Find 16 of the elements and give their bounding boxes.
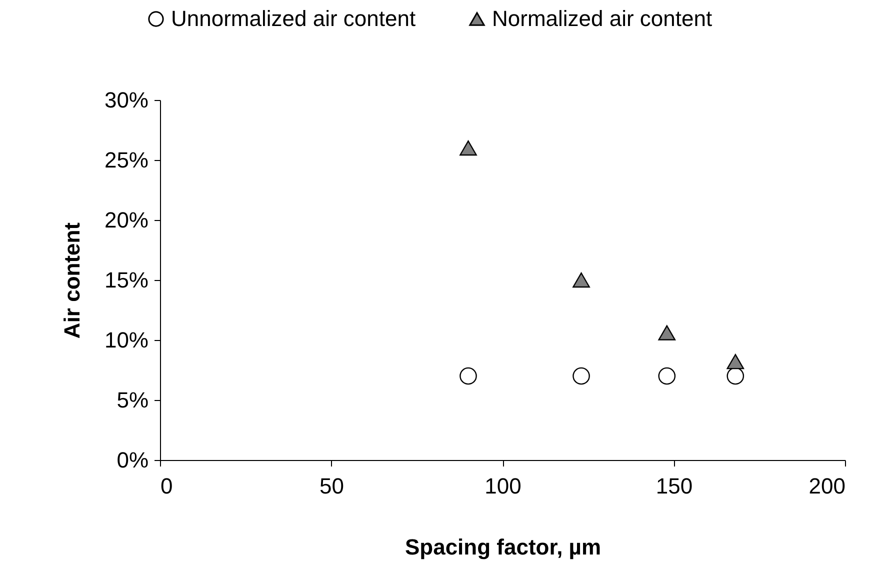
y-tick-label: 30% [104,88,148,112]
y-tick-label: 5% [116,388,148,412]
x-tick-label: 150 [656,474,693,498]
x-tick-label: 0 [160,474,173,498]
legend-label: Unnormalized air content [171,6,416,31]
x-tick-label: 50 [320,474,344,498]
y-tick-label: 0% [116,448,148,472]
y-tick-label: 20% [104,208,148,232]
y-tick-label: 10% [104,328,148,352]
x-tick-label: 200 [808,474,846,498]
x-tick-label: 100 [484,474,522,498]
legend-label: Normalized air content [492,6,712,31]
y-axis-title: Air content [59,222,84,339]
x-axis-title: Spacing factor, µm [404,534,602,560]
y-tick-label: 15% [104,268,148,292]
y-tick-label: 25% [104,148,148,172]
